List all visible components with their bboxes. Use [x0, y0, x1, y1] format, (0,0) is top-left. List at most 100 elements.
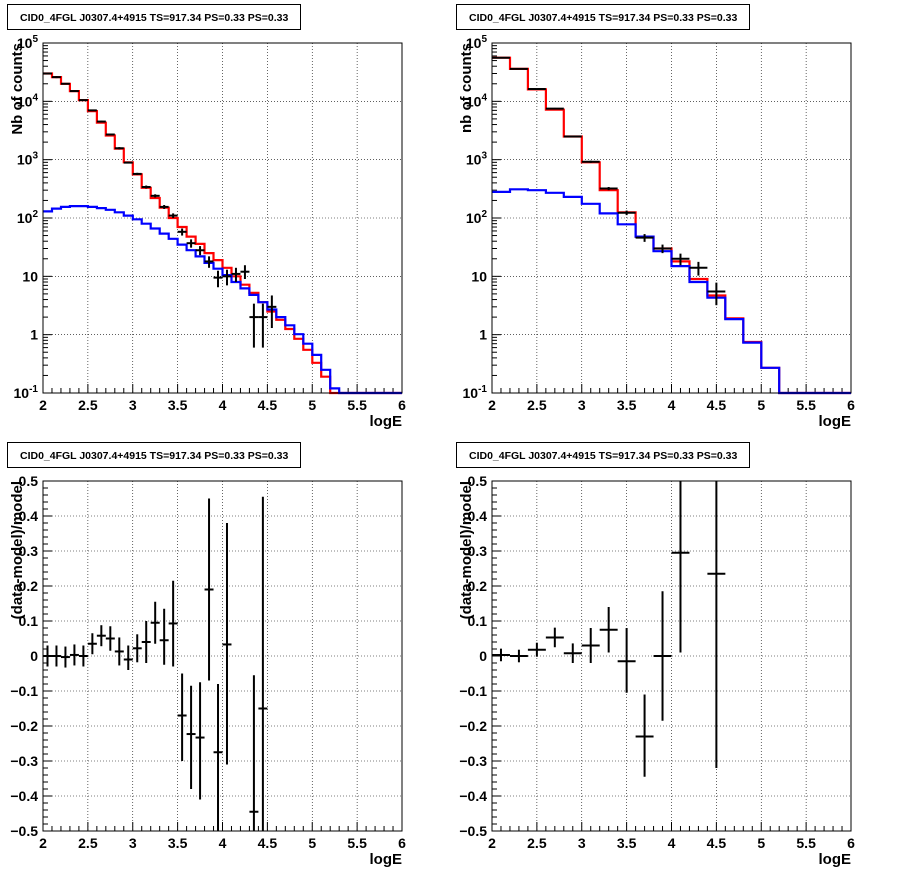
- x-tick-label: 2: [488, 835, 496, 851]
- data-point: [617, 210, 636, 216]
- data-point: [545, 107, 564, 110]
- data-point: [581, 160, 600, 163]
- data-point: [60, 82, 70, 85]
- data-point: [222, 269, 232, 286]
- data-point: [114, 147, 124, 150]
- y-tick-label: 0.4: [468, 508, 488, 524]
- data-point: [69, 644, 79, 666]
- data-point: [599, 607, 618, 653]
- data-point: [186, 685, 196, 789]
- data-point: [43, 645, 52, 667]
- y-tick-label: 103: [466, 151, 488, 168]
- x-axis-label: logE: [370, 413, 403, 430]
- data-point: [51, 645, 61, 667]
- data-point: [258, 303, 268, 348]
- x-tick-label: 5: [308, 397, 316, 413]
- data-point: [617, 628, 636, 693]
- x-tick-label: 4: [668, 835, 676, 851]
- data-point: [96, 120, 106, 123]
- data-point: [599, 186, 618, 191]
- data-point: [204, 256, 214, 268]
- data-point: [671, 253, 690, 266]
- x-tick-label: 6: [847, 835, 855, 851]
- x-tick-label: 5: [757, 835, 765, 851]
- data-point: [78, 645, 88, 667]
- x-tick-label: 5.5: [347, 835, 367, 851]
- data-point: [159, 205, 169, 209]
- data-point: [87, 633, 97, 655]
- data-points: [492, 56, 726, 306]
- y-tick-label: −0.3: [459, 753, 487, 769]
- data-point: [492, 648, 510, 662]
- x-tick-label: 4.5: [707, 835, 727, 851]
- x-tick-label: 2.5: [527, 835, 547, 851]
- y-tick-label: 102: [17, 209, 39, 226]
- data-point: [204, 498, 214, 681]
- data-point: [150, 601, 160, 644]
- y-tick-label: −0.3: [10, 753, 38, 769]
- data-point: [132, 172, 142, 176]
- y-tick-label: 0.3: [19, 543, 39, 559]
- data-point: [581, 628, 600, 663]
- data-point: [213, 684, 223, 831]
- x-tick-label: 3.5: [168, 835, 188, 851]
- x-tick-label: 4.5: [258, 835, 278, 851]
- x-tick-label: 4.5: [707, 397, 727, 413]
- y-tick-label: 0.3: [468, 543, 488, 559]
- x-tick-label: 5.5: [796, 835, 816, 851]
- y-tick-label: −0.4: [459, 788, 487, 804]
- x-tick-label: 3.5: [168, 397, 188, 413]
- data-point: [527, 642, 546, 657]
- panel-title-2: CID0_4FGL J0307.4+4915 TS=917.34 PS=0.33…: [456, 4, 751, 30]
- data-point: [509, 649, 528, 663]
- y-tick-label: −0.4: [10, 788, 38, 804]
- data-point: [653, 244, 672, 254]
- data-point: [141, 185, 151, 189]
- data-point: [545, 627, 564, 648]
- y-axis-label: nb of counts: [458, 43, 475, 133]
- data-point: [114, 637, 124, 666]
- y-tick-label: −0.5: [10, 823, 38, 839]
- y-tick-label: 102: [466, 209, 488, 226]
- x-axis-label: logE: [370, 851, 403, 868]
- x-tick-label: 2.5: [78, 397, 98, 413]
- x-tick-label: 3: [578, 835, 586, 851]
- series-line-1: [43, 72, 402, 395]
- data-point: [150, 194, 160, 198]
- data-point: [60, 646, 70, 668]
- data-point: [43, 72, 52, 75]
- series-line-2: [43, 205, 402, 395]
- data-point: [168, 213, 178, 218]
- grid: [42, 42, 403, 394]
- data-point: [231, 267, 241, 282]
- data-point: [527, 87, 546, 90]
- y-tick-label: 0.1: [468, 613, 488, 629]
- y-tick-label: −0.5: [459, 823, 487, 839]
- panel-title-3: CID0_4FGL J0307.4+4915 TS=917.34 PS=0.33…: [7, 442, 302, 468]
- data-point: [635, 234, 654, 242]
- y-tick-label: 104: [466, 92, 488, 109]
- x-tick-label: 3: [578, 397, 586, 413]
- x-tick-label: 4.5: [258, 397, 278, 413]
- x-tick-label: 5: [308, 835, 316, 851]
- grid: [42, 480, 403, 832]
- y-tick-label: 10-1: [14, 384, 39, 401]
- panel-1: 2 2.5 3 3.5 4 4.5 5 5.5 6 10-1 1 10 102 103 104 105 logE…: [9, 34, 406, 430]
- data-point: [51, 76, 61, 79]
- panel-2: 2 2.5 3 3.5 4 4.5 5 5.5 6 10-1 1 10 102 103 104 105 logE…: [458, 34, 855, 430]
- x-tick-label: 5: [757, 397, 765, 413]
- x-tick-label: 3.5: [617, 397, 637, 413]
- data-point: [105, 626, 115, 651]
- y-tick-label: −0.2: [459, 718, 487, 734]
- x-axis-label: logE: [819, 851, 852, 868]
- plot-frame: [491, 42, 852, 394]
- x-tick-label: 5.5: [347, 397, 367, 413]
- data-point: [509, 67, 528, 70]
- data-point: [563, 135, 582, 138]
- y-tick-label: 1: [479, 327, 487, 343]
- axis-ticks: [491, 45, 852, 394]
- data-point: [168, 580, 178, 667]
- data-point: [267, 295, 277, 329]
- x-tick-label: 6: [398, 397, 406, 413]
